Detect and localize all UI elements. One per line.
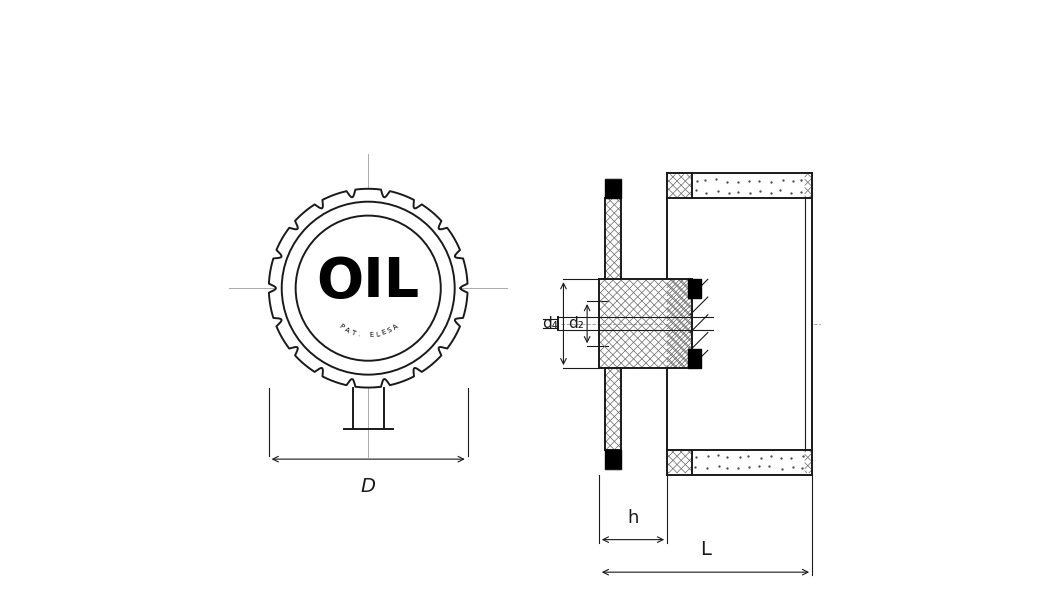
Text: d₂: d₂ bbox=[568, 316, 585, 331]
Polygon shape bbox=[269, 189, 467, 388]
Text: P: P bbox=[338, 323, 344, 331]
Bar bbox=[667, 173, 812, 475]
Text: OIL: OIL bbox=[317, 255, 420, 309]
Text: .: . bbox=[357, 331, 360, 338]
Text: L: L bbox=[700, 540, 711, 559]
Text: T: T bbox=[350, 329, 356, 336]
Text: d₄: d₄ bbox=[543, 316, 559, 331]
Polygon shape bbox=[605, 449, 622, 469]
Text: E: E bbox=[369, 332, 374, 338]
Polygon shape bbox=[688, 349, 701, 368]
Polygon shape bbox=[605, 179, 622, 197]
Text: D: D bbox=[361, 477, 376, 496]
Polygon shape bbox=[688, 279, 701, 298]
Text: A: A bbox=[343, 326, 350, 334]
Text: A: A bbox=[392, 323, 399, 331]
Text: L: L bbox=[375, 331, 380, 338]
Text: E: E bbox=[381, 329, 387, 336]
Text: S: S bbox=[386, 326, 393, 334]
Circle shape bbox=[296, 215, 441, 361]
Text: h: h bbox=[627, 509, 638, 527]
